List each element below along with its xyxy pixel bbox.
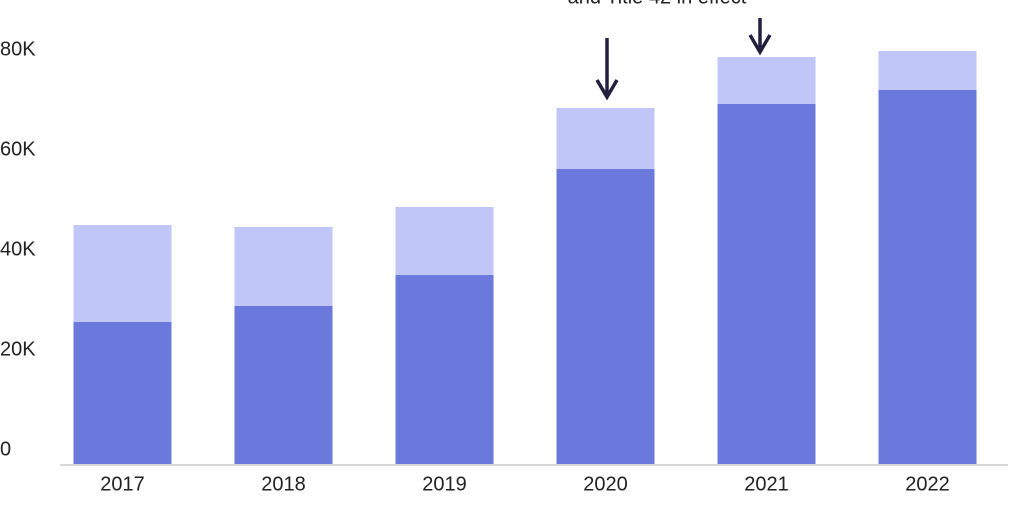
bar-segment [556,108,655,169]
y-tick-label: 0 [0,438,11,460]
y-tick-label: 20K [0,338,36,360]
x-tick-label: 2019 [422,473,467,495]
bar-segment [878,90,977,464]
bar-segment [395,207,494,275]
x-tick-label: 2020 [583,473,628,495]
x-tick-label: 2018 [261,473,306,495]
bar-segment [234,306,333,464]
bar-segment [717,57,816,104]
x-tick-label: 2017 [100,473,145,495]
x-tick-label: 2021 [744,473,789,495]
bar-segment [73,322,172,464]
arrow-head [595,79,619,101]
y-tick-label: 80K [0,38,36,60]
y-tick-label: 40K [0,238,36,260]
y-tick-label: 60K [0,138,36,160]
bar-segment [717,104,816,464]
bar-segment [234,227,333,306]
bar-segment [556,169,655,464]
bar-segment [73,225,172,322]
bar-segment [878,51,977,90]
x-tick-label: 2022 [905,473,950,495]
annotation: and Title 42 in effect [568,0,747,8]
bar-segment [395,275,494,464]
arrow-head [748,34,772,56]
